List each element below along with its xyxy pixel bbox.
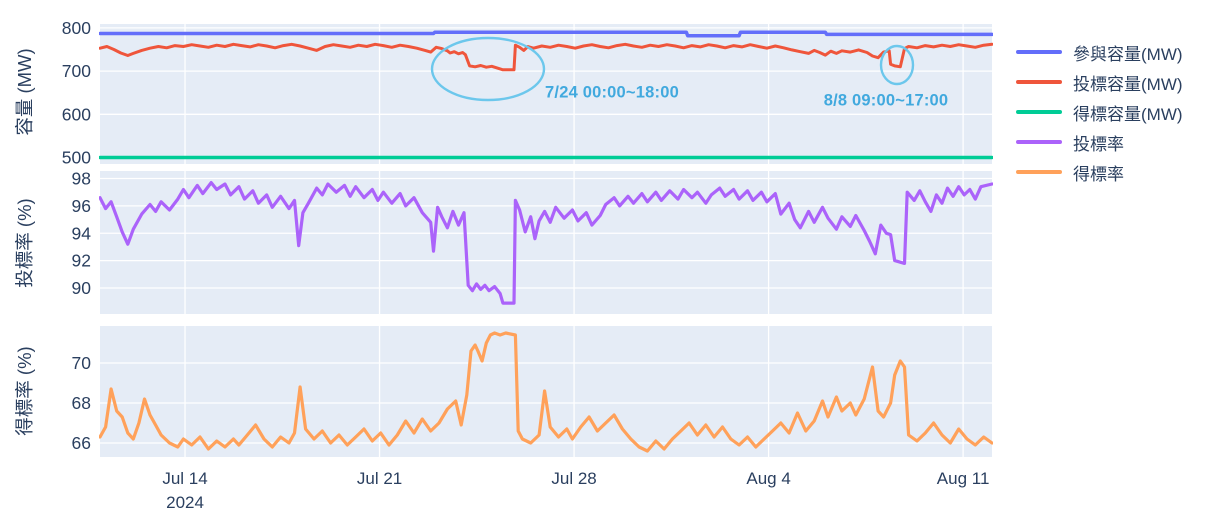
legend-line-swatch — [1016, 140, 1062, 144]
y-tick-label: 700 — [62, 61, 91, 81]
y-tick-label: 96 — [72, 196, 91, 216]
legend: 參與容量(MW) 投標容量(MW) 得標容量(MW) 投標率 得標率 — [1016, 37, 1183, 187]
highlight-ellipse — [879, 44, 915, 86]
y-axis-title-bid-rate: 投標率 (%) — [14, 198, 35, 288]
legend-item-participation-capacity[interactable]: 參與容量(MW) — [1016, 37, 1183, 67]
y-tick-label: 90 — [72, 278, 92, 298]
legend-line-swatch — [1016, 110, 1062, 114]
legend-item-won-capacity[interactable]: 得標容量(MW) — [1016, 97, 1183, 127]
legend-line-swatch — [1016, 50, 1062, 54]
legend-item-bid-capacity[interactable]: 投標容量(MW) — [1016, 67, 1183, 97]
legend-line-swatch — [1016, 170, 1062, 174]
line-participation-capacity — [99, 30, 993, 38]
legend-line-swatch — [1016, 80, 1062, 84]
legend-label: 投標率 — [1073, 134, 1124, 154]
y-axis-title-capacity: 容量 (MW) — [14, 48, 35, 136]
y-tick-label: 68 — [72, 393, 91, 413]
y-tick-label: 66 — [72, 433, 91, 453]
annotation-jul24-outage: 7/24 00:00~18:00 — [545, 83, 679, 102]
y-axis-title-win-rate: 得標率 (%) — [14, 346, 35, 436]
y-tick-label: 98 — [72, 169, 91, 189]
legend-label: 投標容量(MW) — [1073, 74, 1183, 94]
x-tick-label: Jul 21 — [357, 469, 402, 488]
x-tick-label: Aug 11 — [937, 469, 990, 488]
y-tick-label: 92 — [72, 251, 91, 271]
x-tick-label: Aug 4 — [746, 469, 790, 488]
x-tick-label: Jul 28 — [551, 469, 596, 488]
y-tick-label: 500 — [62, 148, 91, 168]
y-tick-label: 94 — [72, 223, 92, 243]
legend-label: 參與容量(MW) — [1073, 44, 1183, 64]
legend-item-win-rate[interactable]: 得標率 — [1016, 157, 1183, 187]
y-tick-label: 800 — [62, 18, 91, 38]
legend-label: 得標率 — [1073, 164, 1124, 184]
legend-item-bid-rate[interactable]: 投標率 — [1016, 127, 1183, 157]
line-bid-capacity — [99, 42, 993, 72]
highlight-ellipse — [430, 36, 546, 102]
x-axis-year-label: 2024 — [166, 493, 204, 512]
y-tick-label: 600 — [62, 104, 91, 124]
annotation-aug8-outage: 8/8 09:00~17:00 — [823, 91, 949, 110]
x-tick-label: Jul 14 — [162, 469, 207, 488]
y-tick-label: 70 — [72, 353, 92, 373]
line-win-rate — [99, 331, 993, 453]
line-bid-rate — [99, 181, 993, 305]
legend-label: 得標容量(MW) — [1073, 104, 1183, 124]
